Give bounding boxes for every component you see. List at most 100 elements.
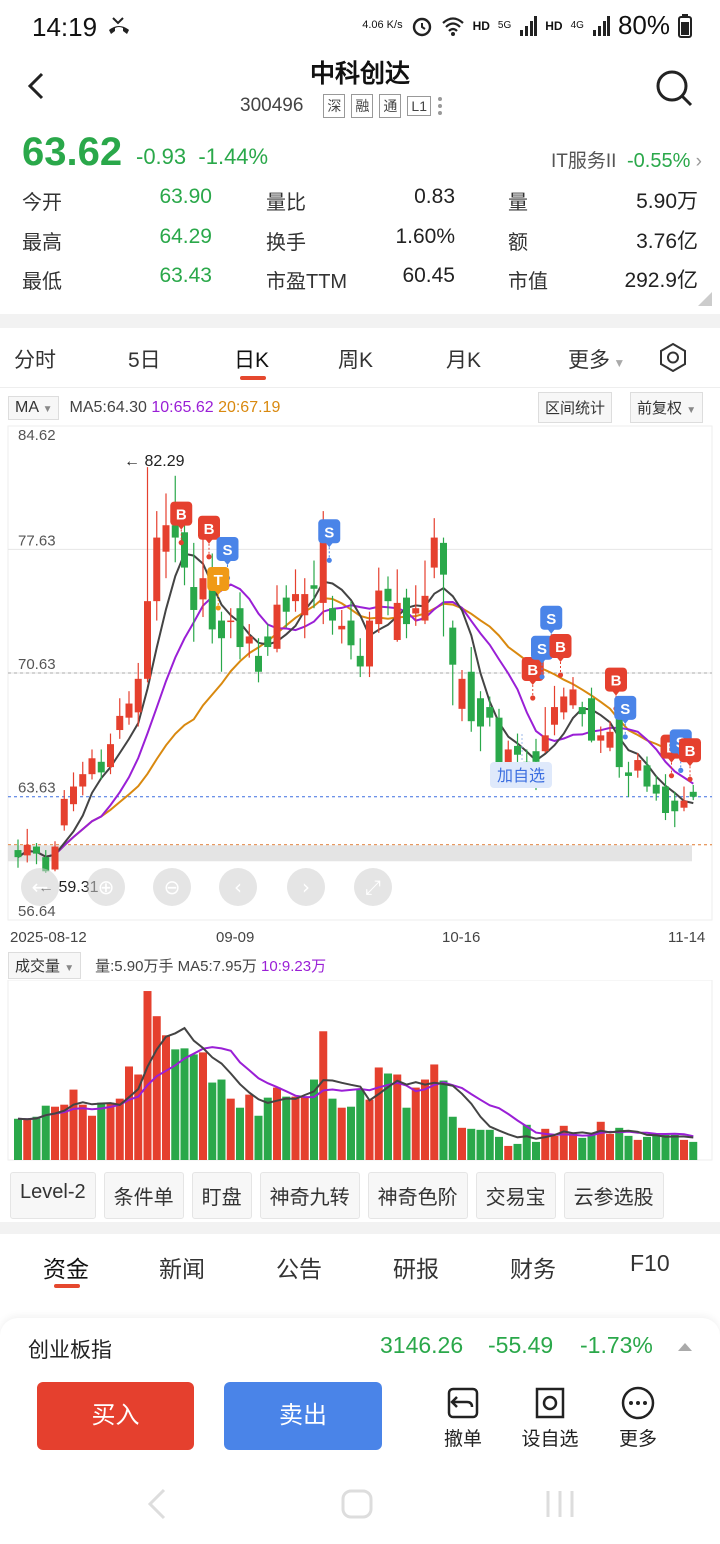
high-annotation: ← 82.29 xyxy=(124,453,185,470)
candle xyxy=(384,576,392,616)
battery-percent: 80% xyxy=(617,10,670,40)
candle xyxy=(541,707,549,753)
nav-recents-icon[interactable] xyxy=(544,1488,576,1520)
tab-research[interactable]: 研报 xyxy=(393,1256,439,1282)
candle-body xyxy=(79,774,87,787)
back-icon[interactable] xyxy=(24,68,48,104)
more-vertical-icon[interactable] xyxy=(437,95,443,117)
candle xyxy=(125,691,133,725)
expand-corner-icon[interactable] xyxy=(698,292,712,306)
candle xyxy=(403,588,410,639)
prev-icon[interactable]: ‹ xyxy=(219,868,257,906)
add-watch-bg xyxy=(490,762,552,788)
candle xyxy=(393,569,401,642)
ma-selector[interactable]: MA ▼ xyxy=(8,396,60,420)
volume-selector[interactable]: 成交量 ▼ xyxy=(8,952,82,979)
tool-level2[interactable]: Level-2 xyxy=(10,1172,96,1219)
zoom-in-icon[interactable]: ⊕ xyxy=(87,868,125,906)
tab-weekly-k[interactable]: 周K xyxy=(338,349,374,372)
candle-body xyxy=(421,595,429,621)
tool-magic-color[interactable]: 神奇色阶 xyxy=(367,1172,468,1219)
candle xyxy=(181,514,188,586)
volume-bar xyxy=(69,1089,78,1160)
trade-marker: T xyxy=(207,566,230,611)
overlay-button-bg xyxy=(219,868,257,906)
zoom-out-icon[interactable]: ⊖ xyxy=(153,868,191,906)
volume-bar xyxy=(522,1124,531,1160)
volume-chart[interactable] xyxy=(0,980,720,1162)
range-stats-button[interactable]: 区间统计 xyxy=(538,392,613,423)
index-value: 3146.26 xyxy=(380,1332,464,1358)
tab-finance[interactable]: 财务 xyxy=(510,1256,556,1282)
tab-5day[interactable]: 5日 xyxy=(128,349,161,372)
value-turnover: 1.60% xyxy=(395,225,455,248)
candle-body xyxy=(14,850,22,858)
volume-bar xyxy=(300,1096,309,1160)
tab-monthly-k[interactable]: 月K xyxy=(446,349,482,372)
label-turnover: 换手 xyxy=(266,232,306,254)
tab-news[interactable]: 新闻 xyxy=(159,1256,205,1282)
scroll-left-icon[interactable]: ← xyxy=(21,868,59,906)
tab-f10[interactable]: F10 xyxy=(630,1250,670,1276)
trade-marker-dot xyxy=(557,672,564,678)
trade-marker-letter: S xyxy=(546,611,556,628)
tool-trade-box[interactable]: 交易宝 xyxy=(475,1172,556,1219)
volume-bar xyxy=(319,1031,328,1160)
status-bar: 14:19 4.06 K/s HD 5G HD 4G 80% xyxy=(0,0,720,56)
trade-marker-dot xyxy=(215,605,221,611)
candle-body xyxy=(477,698,484,727)
candle xyxy=(625,761,632,798)
trade-marker-dot xyxy=(687,776,693,782)
tool-conditional-order[interactable]: 条件单 xyxy=(103,1172,184,1219)
nav-back-icon[interactable] xyxy=(144,1488,168,1520)
price-tick-label: 56.64 xyxy=(18,903,56,920)
volume-bar xyxy=(143,991,152,1160)
trade-marker-letter: B xyxy=(555,639,566,656)
buy-button[interactable]: 买入 xyxy=(37,1382,194,1450)
adjust-button[interactable]: 前复权 ▼ xyxy=(630,392,704,423)
volume-bar xyxy=(476,1129,485,1160)
tab-funds[interactable]: 资金 xyxy=(43,1256,89,1282)
trade-marker: S xyxy=(318,519,341,563)
fullscreen-icon[interactable]: ⤢ xyxy=(354,868,392,906)
missed-call-icon xyxy=(109,17,129,34)
tool-watch[interactable]: 盯盘 xyxy=(191,1172,252,1219)
settings-hexagon-icon[interactable] xyxy=(658,342,688,372)
next-icon[interactable]: › xyxy=(287,868,325,906)
tab-announcements[interactable]: 公告 xyxy=(276,1256,322,1282)
more-action[interactable]: 更多 xyxy=(603,1386,673,1451)
tool-cloud-picks[interactable]: 云参选股 xyxy=(563,1172,664,1219)
info-tabs: 资金 新闻 公告 研报 财务 F10 xyxy=(0,1240,720,1296)
tab-intraday[interactable]: 分时 xyxy=(14,349,56,372)
caret-down-icon: ▼ xyxy=(64,963,75,974)
candle xyxy=(107,733,114,775)
volume-bar xyxy=(180,1048,189,1160)
volume-bar xyxy=(374,1067,383,1160)
tool-magic-nine[interactable]: 神奇九转 xyxy=(259,1172,360,1219)
candlestick-chart[interactable]: 84.62 77.63 70.63 63.63 56.64 2025-08-12 09-09… xyxy=(0,424,720,946)
tab-daily-k[interactable]: 日K xyxy=(234,349,270,372)
candle xyxy=(60,790,68,831)
caret-up-icon[interactable] xyxy=(678,1341,692,1351)
sector-link[interactable]: IT服务II -0.55% › xyxy=(551,146,702,173)
trade-marker: B xyxy=(521,656,544,701)
candle-body xyxy=(495,717,503,769)
volume-bar xyxy=(162,1035,170,1160)
candle xyxy=(33,843,40,865)
add-watch-label: 加自选 xyxy=(497,767,545,785)
trade-marker-letter: T xyxy=(214,572,223,589)
nav-home-icon[interactable] xyxy=(340,1488,374,1520)
cancel-order-action[interactable]: 撤单 xyxy=(428,1386,498,1451)
sell-button[interactable]: 卖出 xyxy=(224,1382,382,1450)
search-icon[interactable] xyxy=(654,68,694,108)
tab-more[interactable]: 更多 ▼ xyxy=(568,344,625,374)
candle xyxy=(190,542,198,642)
candle xyxy=(356,638,364,678)
trade-marker: B xyxy=(679,738,701,782)
volume-bar xyxy=(541,1128,550,1160)
ma5-value: MA5:64.30 xyxy=(69,399,147,416)
add-watch-action[interactable]: 设自选 xyxy=(515,1386,585,1451)
candle xyxy=(23,828,31,863)
candle-body xyxy=(33,846,40,854)
candle xyxy=(569,677,577,709)
